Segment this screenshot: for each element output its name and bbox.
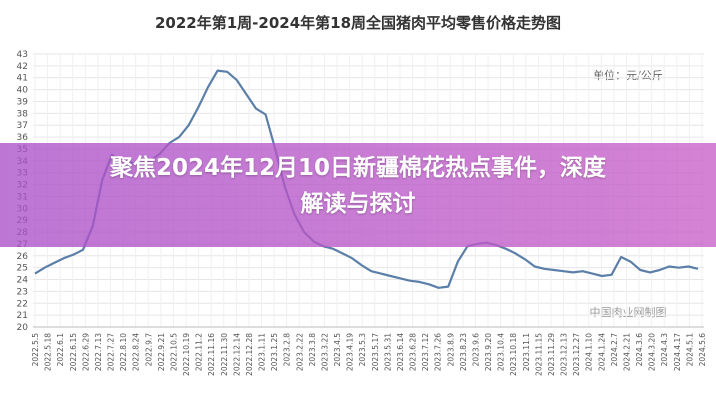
x-tick-label: 2022.11.2 <box>195 333 204 371</box>
x-tick-label: 2023.5.17 <box>371 333 380 371</box>
y-tick-label: 38 <box>17 109 29 119</box>
y-tick-label: 22 <box>17 299 28 309</box>
y-tick-label: 26 <box>17 252 29 262</box>
x-tick-label: 2023.3.22 <box>320 333 329 371</box>
y-tick-label: 36 <box>17 133 29 143</box>
y-tick-label: 25 <box>17 264 28 274</box>
x-tick-label: 2024.4.17 <box>673 333 682 371</box>
x-tick-label: 2022.8.24 <box>132 333 141 371</box>
x-tick-label: 2022.5.5 <box>31 333 40 367</box>
y-tick-label: 37 <box>17 121 28 131</box>
x-tick-label: 2024.3.20 <box>648 333 657 371</box>
x-tick-label: 2022.7.27 <box>107 333 116 371</box>
x-tick-label: 2022.11.30 <box>220 333 229 376</box>
x-tick-label: 2023.7.26 <box>434 333 443 371</box>
x-tick-label: 2022.12.14 <box>232 333 241 376</box>
x-tick-label: 2022.9.7 <box>144 333 153 367</box>
x-tick-label: 2023.2.8 <box>283 333 292 367</box>
y-tick-label: 41 <box>17 74 28 84</box>
x-tick-label: 2023.3.8 <box>308 333 317 367</box>
y-tick-label: 20 <box>17 323 29 333</box>
x-tick-label: 2024.3.6 <box>635 333 644 367</box>
x-tick-label: 2022.9.21 <box>157 333 166 371</box>
x-tick-label: 2024.2.7 <box>610 333 619 367</box>
x-tick-label: 2023.9.20 <box>484 333 493 371</box>
x-tick-label: 2022.10.19 <box>182 333 191 376</box>
x-tick-label: 2023.10.18 <box>509 333 518 376</box>
x-tick-label: 2023.11.1 <box>522 333 531 371</box>
x-tick-label: 2023.5.3 <box>358 333 367 367</box>
x-tick-label: 2022.6.1 <box>56 333 65 367</box>
y-tick-label: 24 <box>17 276 29 286</box>
x-tick-label: 2023.6.28 <box>409 333 418 371</box>
x-tick-label: 2023.11.15 <box>534 333 543 376</box>
x-tick-label: 2022.6.29 <box>81 333 90 371</box>
x-tick-label: 2023.6.14 <box>396 333 405 371</box>
x-tick-label: 2023.11.29 <box>547 333 556 376</box>
x-tick-label: 2022.6.15 <box>69 333 78 371</box>
x-tick-label: 2023.4.5 <box>333 333 342 367</box>
x-tick-label: 2023.5.31 <box>383 333 392 371</box>
x-tick-label: 2022.12.28 <box>245 333 254 376</box>
x-tick-label: 2024.1.10 <box>585 333 594 371</box>
x-tick-label: 2023.9.6 <box>471 333 480 367</box>
x-tick-label: 2024.2.21 <box>622 333 631 371</box>
headline-text: 聚焦2024年12月10日新疆棉花热点事件，深度 解读与探讨 <box>0 150 716 222</box>
x-tick-label: 2024.1.24 <box>597 333 606 371</box>
x-tick-label: 2023.12.13 <box>560 333 569 376</box>
chart-title: 2022年第1周-2024年第18周全国猪肉平均零售价格走势图 <box>155 14 561 32</box>
y-tick-label: 21 <box>17 311 28 321</box>
x-tick-label: 2022.5.18 <box>44 333 53 371</box>
x-tick-label: 2024.5.1 <box>685 333 694 367</box>
x-tick-label: 2023.2.22 <box>295 333 304 371</box>
y-tick-label: 40 <box>17 86 29 96</box>
x-tick-label: 2023.10.4 <box>497 333 506 371</box>
x-tick-label: 2023.4.19 <box>346 333 355 371</box>
y-tick-label: 42 <box>17 62 28 72</box>
x-tick-label: 2022.7.13 <box>94 333 103 371</box>
headline-banner <box>0 143 716 247</box>
y-tick-label: 23 <box>17 287 28 297</box>
x-tick-label: 2024.4.3 <box>660 333 669 367</box>
x-tick-label: 2023.7.12 <box>421 333 430 371</box>
x-tick-label: 2022.10.5 <box>169 333 178 371</box>
y-tick-label: 39 <box>17 97 29 107</box>
headline-line-1: 聚焦2024年12月10日新疆棉花热点事件，深度 <box>109 155 607 181</box>
x-tick-label: 2022.8.10 <box>119 333 128 371</box>
source-label: 中国肉业网制图 <box>590 306 667 319</box>
y-tick-label: 43 <box>17 50 28 60</box>
x-tick-label: 2023.8.23 <box>459 333 468 371</box>
x-tick-label: 2023.1.11 <box>258 333 267 371</box>
x-tick-label: 2023.12.27 <box>572 333 581 376</box>
x-tick-label: 2023.8.9 <box>446 333 455 367</box>
x-tick-label: 2024.5.6 <box>698 333 707 367</box>
x-tick-label: 2022.11.16 <box>207 333 216 376</box>
headline-line-2: 解读与探讨 <box>300 191 416 217</box>
x-tick-label: 2023.1.25 <box>270 333 279 371</box>
unit-label: 单位：元/公斤 <box>593 68 663 82</box>
